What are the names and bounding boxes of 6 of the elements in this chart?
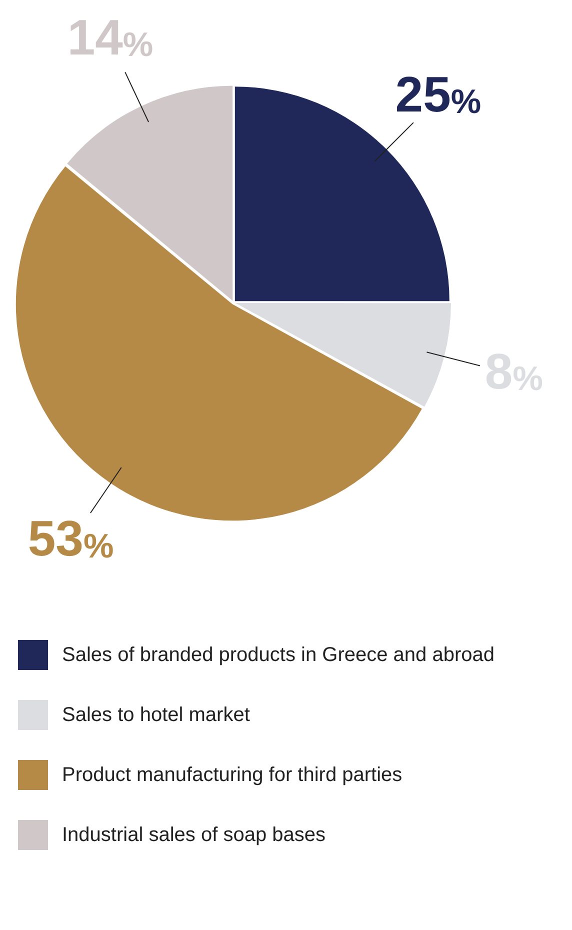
legend-label: Sales of branded products in Greece and abroad bbox=[62, 643, 495, 668]
legend-label: Product manufacturing for third parties bbox=[62, 763, 402, 788]
data-label: 53% bbox=[28, 510, 114, 567]
legend-label: Sales to hotel market bbox=[62, 703, 250, 728]
legend-label: Industrial sales of soap bases bbox=[62, 823, 326, 848]
data-label: 25% bbox=[395, 66, 482, 123]
